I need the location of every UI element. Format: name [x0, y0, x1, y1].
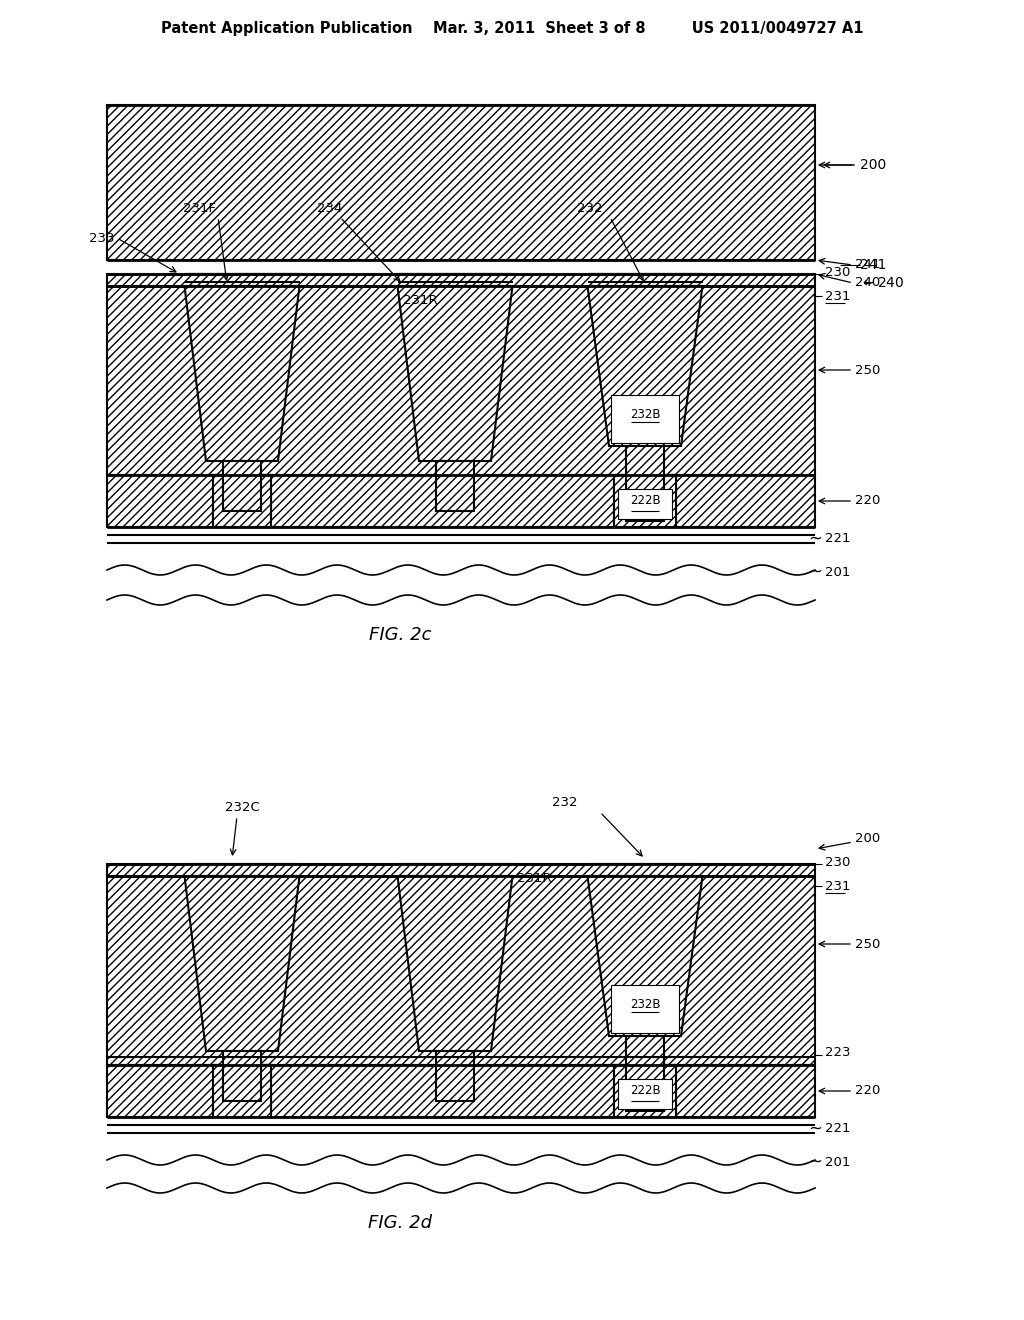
Text: 250: 250	[855, 363, 881, 376]
Text: 200: 200	[855, 833, 881, 846]
Text: FIG. 2d: FIG. 2d	[368, 1214, 432, 1232]
Bar	[626, 446, 664, 521]
Text: 222B: 222B	[630, 1085, 660, 1097]
Text: 220: 220	[855, 495, 881, 507]
Text: 232B: 232B	[630, 408, 660, 421]
Text: 222B: 222B	[630, 495, 660, 507]
Text: 221: 221	[825, 1122, 851, 1135]
Bar	[106, 475, 815, 527]
Bar	[223, 1051, 261, 1101]
Bar	[611, 985, 679, 1034]
Polygon shape	[184, 876, 299, 1051]
Text: 232: 232	[578, 202, 603, 215]
Text: 201: 201	[825, 1155, 850, 1168]
Text: 234: 234	[317, 202, 343, 215]
Text: 232B: 232B	[630, 998, 660, 1011]
Bar	[213, 475, 271, 527]
Polygon shape	[397, 876, 512, 1051]
Bar	[106, 865, 815, 1065]
Text: ~: ~	[808, 564, 822, 581]
Bar	[626, 1036, 664, 1111]
Bar	[223, 461, 261, 511]
Polygon shape	[184, 286, 299, 461]
Text: 240: 240	[855, 276, 881, 289]
Text: 200: 200	[824, 158, 886, 172]
Text: 221: 221	[825, 532, 851, 545]
Bar	[106, 106, 815, 260]
Text: 231F: 231F	[183, 202, 216, 215]
Bar	[614, 475, 676, 527]
Bar	[614, 1065, 676, 1117]
Text: 233: 233	[89, 231, 115, 244]
Bar	[213, 1065, 271, 1117]
Bar	[618, 488, 672, 519]
Text: ~: ~	[808, 1152, 822, 1171]
Bar	[611, 395, 679, 444]
Text: 241: 241	[855, 259, 881, 272]
Bar	[213, 1065, 271, 1117]
Text: 250: 250	[855, 937, 881, 950]
Text: 201: 201	[825, 565, 850, 578]
Text: ~: ~	[808, 531, 822, 548]
Text: 220: 220	[855, 1085, 881, 1097]
Polygon shape	[588, 286, 702, 446]
Bar	[614, 475, 676, 527]
Text: FIG. 2c: FIG. 2c	[369, 626, 431, 644]
Bar	[618, 1078, 672, 1109]
Text: 223: 223	[825, 1047, 851, 1060]
Bar	[213, 475, 271, 527]
Polygon shape	[588, 876, 702, 1036]
Text: 231R: 231R	[517, 873, 552, 886]
Text: 241: 241	[860, 257, 887, 272]
Bar	[436, 1051, 474, 1101]
Text: ~: ~	[808, 1119, 822, 1138]
Text: 230: 230	[825, 265, 850, 279]
Bar	[436, 461, 474, 511]
Text: $\leftarrow$240: $\leftarrow$240	[860, 276, 904, 290]
Text: Patent Application Publication    Mar. 3, 2011  Sheet 3 of 8         US 2011/004: Patent Application Publication Mar. 3, 2…	[161, 21, 863, 36]
Text: 230: 230	[825, 855, 850, 869]
Text: 231: 231	[825, 289, 851, 302]
Text: 231R: 231R	[402, 293, 437, 306]
Text: 232: 232	[552, 796, 578, 809]
Text: 231: 231	[825, 879, 851, 892]
Text: 232C: 232C	[224, 801, 259, 814]
Bar	[106, 275, 815, 475]
Bar	[106, 1065, 815, 1117]
Polygon shape	[397, 286, 512, 461]
Bar	[614, 1065, 676, 1117]
